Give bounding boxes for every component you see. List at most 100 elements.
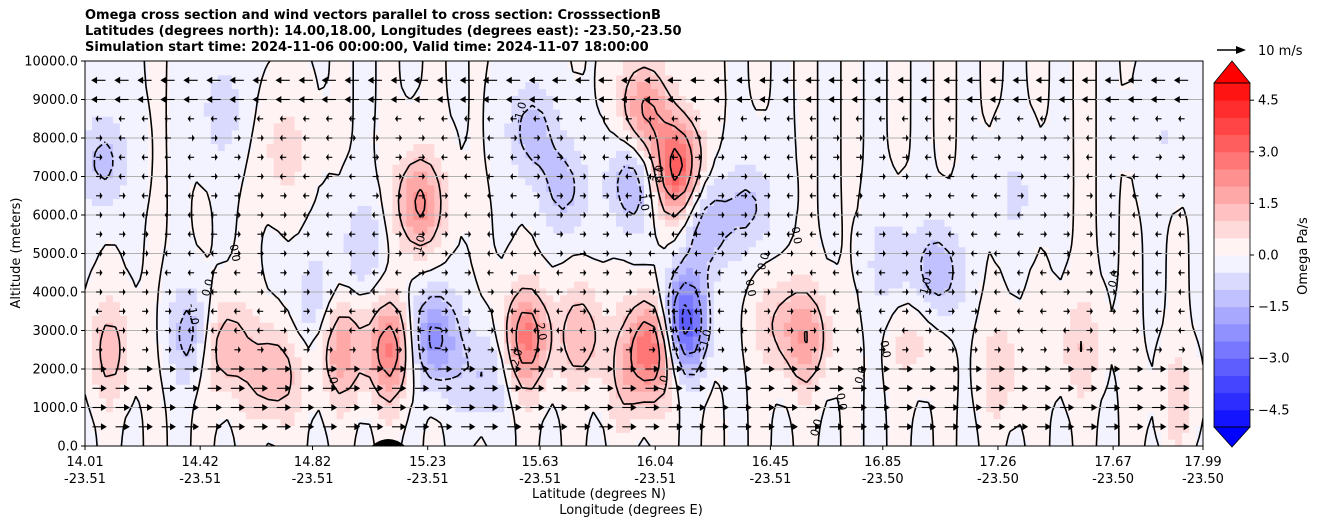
omega-cell [462, 432, 470, 440]
omega-cell [776, 397, 785, 406]
omega-cell [85, 370, 93, 378]
omega-cell [595, 404, 603, 413]
omega-cell [895, 356, 904, 365]
omega-cell [797, 425, 806, 433]
omega-cell [616, 425, 624, 433]
omega-cell [595, 267, 603, 275]
omega-cell [839, 301, 848, 310]
omega-cell [287, 404, 296, 413]
omega-cell [937, 336, 946, 344]
omega-cell [1175, 425, 1183, 433]
omega-cell [909, 342, 918, 351]
omega-cell [441, 342, 449, 351]
omega-cell [504, 391, 512, 399]
omega-cell [91, 260, 100, 268]
omega-cell [986, 439, 994, 446]
omega-cell [329, 418, 338, 426]
omega-cell [1168, 425, 1176, 433]
omega-cell [105, 411, 114, 420]
omega-cell [378, 349, 387, 358]
omega-cell [133, 329, 142, 337]
omega-cell [1105, 308, 1113, 316]
omega-cell [1119, 370, 1127, 378]
omega-cell [1119, 301, 1127, 310]
omega-cell [664, 397, 673, 406]
omega-cell [1000, 246, 1008, 255]
omega-cell [539, 439, 547, 446]
omega-cell [623, 363, 631, 371]
omega-cell [804, 418, 813, 426]
omega-cell [427, 260, 435, 268]
omega-cell [413, 260, 421, 268]
omega-cell [902, 329, 911, 337]
omega-cell [1042, 397, 1050, 406]
omega-cell [574, 418, 582, 426]
omega-cell [112, 349, 121, 358]
omega-cell [357, 246, 366, 255]
omega-cell [832, 281, 841, 289]
omega-cell [602, 232, 610, 241]
omega-cell [944, 329, 953, 337]
omega-cell [301, 418, 310, 426]
omega-cell [455, 322, 463, 330]
omega-cell [378, 404, 387, 413]
omega-cell [553, 363, 561, 371]
omega-cell [783, 370, 792, 378]
omega-cell [944, 267, 953, 275]
omega-cell [909, 329, 918, 337]
omega-cell [105, 404, 114, 413]
omega-cell [1105, 267, 1113, 275]
omega-cell [469, 418, 477, 426]
omega-cell [951, 377, 960, 385]
omega-cell [252, 308, 261, 316]
omega-cell [1182, 315, 1190, 323]
omega-cell [560, 370, 568, 378]
omega-cell [406, 439, 415, 446]
omega-cell [1189, 315, 1197, 323]
omega-cell [748, 384, 757, 392]
omega-cell [189, 336, 198, 344]
omega-cell [874, 329, 883, 337]
omega-cell [993, 363, 1001, 371]
omega-cell [916, 315, 925, 323]
omega-cell [692, 432, 701, 440]
omega-cell [818, 336, 827, 344]
omega-cell [630, 411, 638, 420]
omega-cell [888, 342, 897, 351]
omega-cell [874, 260, 883, 268]
omega-cell [546, 239, 554, 248]
omega-cell [483, 411, 491, 420]
omega-cell [657, 281, 666, 289]
omega-cell [678, 329, 687, 337]
omega-cell [755, 246, 764, 255]
omega-cell [944, 404, 953, 413]
omega-cell [839, 370, 848, 378]
omega-cell [392, 246, 401, 255]
omega-cell [1035, 342, 1043, 351]
omega-cell [860, 322, 869, 330]
omega-cell [91, 411, 100, 420]
omega-cell [245, 274, 254, 282]
omega-cell [287, 253, 296, 261]
omega-cell [469, 329, 477, 337]
omega-cell [769, 246, 778, 255]
omega-cell [944, 397, 953, 406]
omega-cell [357, 281, 366, 289]
omega-cell [713, 432, 722, 440]
omega-cell [804, 432, 813, 440]
omega-cell [804, 301, 813, 310]
omega-cell [560, 308, 568, 316]
omega-cell [965, 404, 974, 413]
omega-cell [1063, 239, 1071, 248]
omega-cell [567, 349, 575, 358]
omega-cell [413, 404, 421, 413]
omega-cell [406, 432, 415, 440]
omega-cell [469, 363, 477, 371]
omega-cell [85, 425, 93, 433]
omega-cell [602, 322, 610, 330]
omega-cell [1014, 349, 1022, 358]
omega-cell [322, 404, 331, 413]
omega-cell [469, 322, 477, 330]
omega-cell [301, 363, 310, 371]
omega-cell [657, 418, 666, 426]
